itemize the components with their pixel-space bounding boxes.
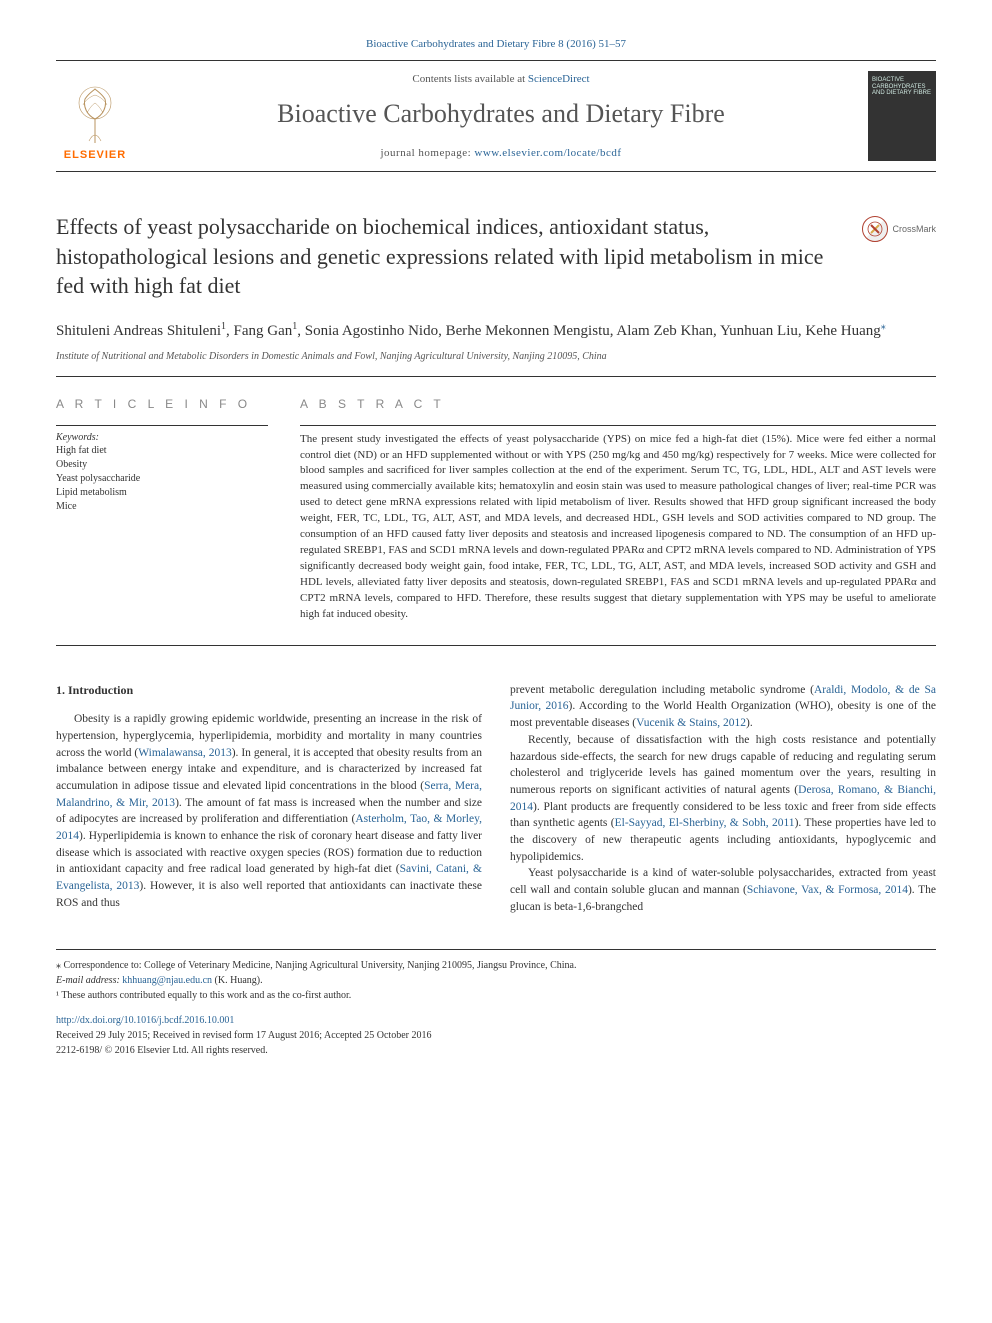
contents-line: Contents lists available at ScienceDirec… <box>146 73 856 85</box>
body-left-column: 1. Introduction Obesity is a rapidly gro… <box>56 682 482 915</box>
correspondence-note: ⁎ Correspondence to: College of Veterina… <box>56 958 936 973</box>
email-link[interactable]: khhuang@njau.edu.cn <box>122 975 212 986</box>
keywords-list: High fat dietObesityYeast polysaccharide… <box>56 444 268 514</box>
citation-link[interactable]: El-Sayyad, El-Sherbiny, & Sobh, 2011 <box>615 817 795 829</box>
keyword: Yeast polysaccharide <box>56 472 268 486</box>
keyword: Lipid metabolism <box>56 486 268 500</box>
homepage-line: journal homepage: www.elsevier.com/locat… <box>146 147 856 159</box>
keyword: Mice <box>56 500 268 514</box>
info-divider <box>56 425 268 426</box>
intro-para-1-cont: prevent metabolic deregulation including… <box>510 682 936 732</box>
info-abstract-row: A R T I C L E I N F O Keywords: High fat… <box>56 397 936 646</box>
article-info-column: A R T I C L E I N F O Keywords: High fat… <box>56 397 268 623</box>
homepage-prefix: journal homepage: <box>381 147 475 159</box>
header-center: Contents lists available at ScienceDirec… <box>146 73 856 159</box>
keywords-label: Keywords: <box>56 432 268 443</box>
elsevier-tree-icon <box>65 85 125 147</box>
journal-header: ELSEVIER Contents lists available at Sci… <box>56 60 936 172</box>
journal-name: Bioactive Carbohydrates and Dietary Fibr… <box>146 99 856 129</box>
contents-prefix: Contents lists available at <box>412 73 527 85</box>
intro-para-2: Recently, because of dissatisfaction wit… <box>510 732 936 865</box>
elsevier-wordmark: ELSEVIER <box>64 149 126 161</box>
body-right-column: prevent metabolic deregulation including… <box>510 682 936 915</box>
cover-title: BIOACTIVE CARBOHYDRATES AND DIETARY FIBR… <box>872 77 932 97</box>
authors-list: Shituleni Andreas Shituleni1, Fang Gan1,… <box>56 319 936 343</box>
body-columns: 1. Introduction Obesity is a rapidly gro… <box>56 682 936 915</box>
abstract-divider <box>300 425 936 426</box>
intro-para-1: Obesity is a rapidly growing epidemic wo… <box>56 711 482 911</box>
journal-cover-thumbnail: BIOACTIVE CARBOHYDRATES AND DIETARY FIBR… <box>868 71 936 161</box>
copyright-line: 2212-6198/ © 2016 Elsevier Ltd. All righ… <box>56 1043 936 1058</box>
footnotes: ⁎ Correspondence to: College of Veterina… <box>56 949 936 1058</box>
keyword: High fat diet <box>56 444 268 458</box>
abstract-text: The present study investigated the effec… <box>300 432 936 623</box>
intro-para-3: Yeast polysaccharide is a kind of water-… <box>510 865 936 915</box>
citation-link[interactable]: Bioactive Carbohydrates and Dietary Fibr… <box>366 38 626 50</box>
email-line: E-mail address: khhuang@njau.edu.cn (K. … <box>56 973 936 988</box>
doi-line: http://dx.doi.org/10.1016/j.bcdf.2016.10… <box>56 1013 936 1028</box>
header-divider <box>56 376 936 377</box>
equal-contribution-note: ¹ These authors contributed equally to t… <box>56 988 936 1003</box>
intro-heading: 1. Introduction <box>56 682 482 699</box>
abstract-column: A B S T R A C T The present study invest… <box>300 397 936 623</box>
abstract-heading: A B S T R A C T <box>300 397 936 411</box>
article-title: Effects of yeast polysaccharide on bioch… <box>56 212 936 301</box>
citation-link[interactable]: Wimalawansa, 2013 <box>138 747 231 759</box>
citation-link[interactable]: Schiavone, Vax, & Formosa, 2014 <box>747 884 908 896</box>
received-dates: Received 29 July 2015; Received in revis… <box>56 1028 936 1043</box>
crossmark-badge[interactable]: CrossMark <box>862 216 936 242</box>
email-label: E-mail address: <box>56 975 122 986</box>
citation-link[interactable]: Vucenik & Stains, 2012 <box>636 717 746 729</box>
keyword: Obesity <box>56 458 268 472</box>
top-citation: Bioactive Carbohydrates and Dietary Fibr… <box>56 38 936 50</box>
elsevier-logo: ELSEVIER <box>56 71 134 161</box>
homepage-link[interactable]: www.elsevier.com/locate/bcdf <box>474 147 621 159</box>
text: prevent metabolic deregulation including… <box>510 684 814 696</box>
article-header: CrossMark Effects of yeast polysaccharid… <box>56 212 936 362</box>
sciencedirect-link[interactable]: ScienceDirect <box>528 73 590 85</box>
email-suffix: (K. Huang). <box>212 975 263 986</box>
crossmark-icon <box>862 216 888 242</box>
crossmark-label: CrossMark <box>892 224 936 234</box>
text: ). <box>746 717 753 729</box>
affiliation: Institute of Nutritional and Metabolic D… <box>56 351 936 362</box>
doi-link[interactable]: http://dx.doi.org/10.1016/j.bcdf.2016.10… <box>56 1015 234 1026</box>
article-info-heading: A R T I C L E I N F O <box>56 397 268 411</box>
